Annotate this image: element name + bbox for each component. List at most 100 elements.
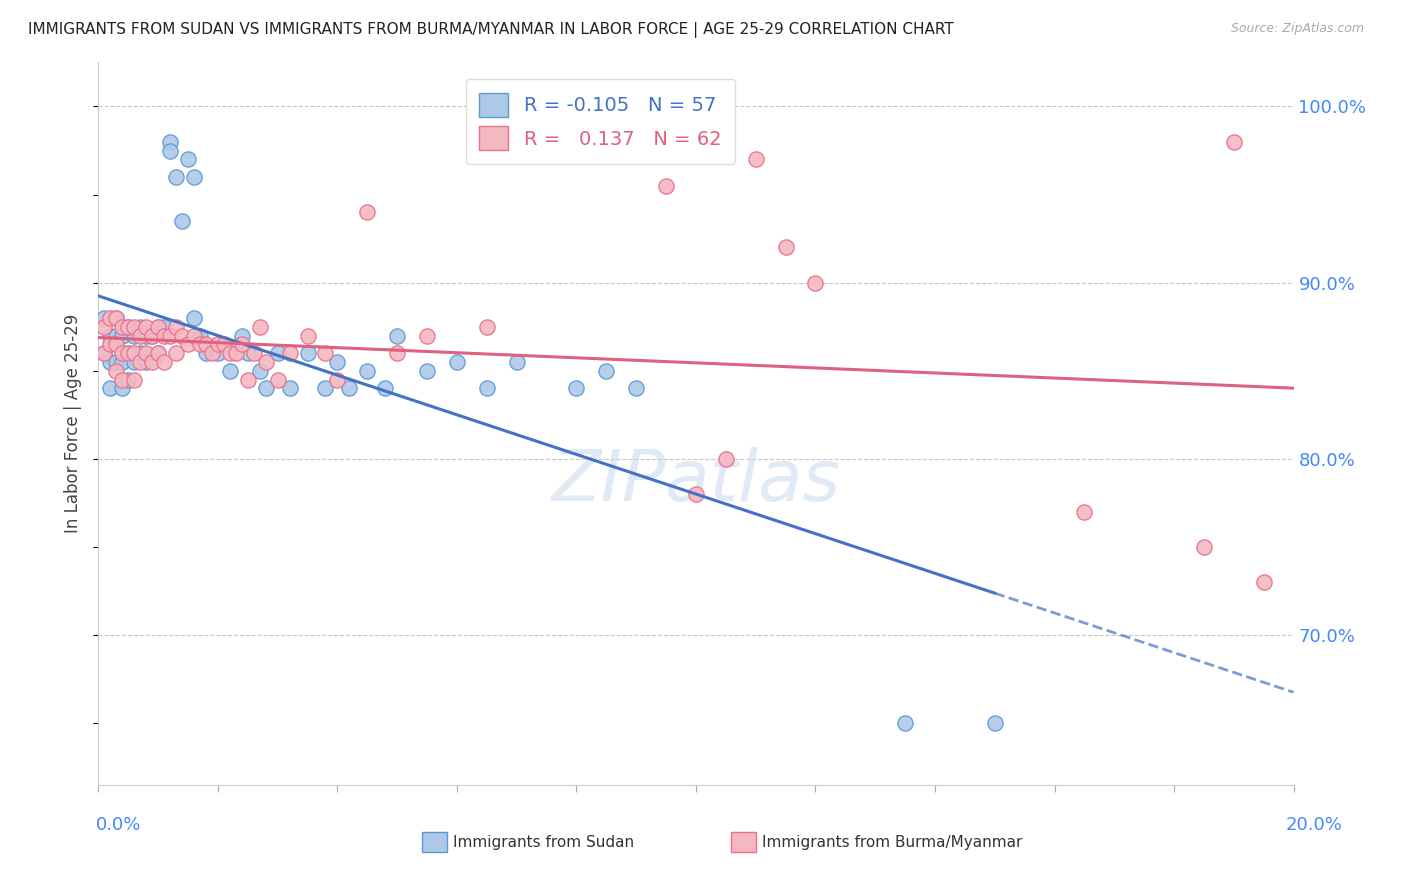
Point bbox=[219, 346, 242, 360]
Y-axis label: In Labor Force | Age 25-29: In Labor Force | Age 25-29 bbox=[65, 314, 83, 533]
Point bbox=[117, 346, 139, 360]
Point bbox=[315, 381, 337, 395]
Point bbox=[177, 337, 200, 351]
Point bbox=[165, 346, 187, 360]
Point bbox=[565, 381, 588, 395]
Point bbox=[111, 328, 134, 343]
Point bbox=[148, 319, 170, 334]
Point bbox=[183, 169, 205, 184]
Text: 0.0%: 0.0% bbox=[96, 816, 141, 834]
Point bbox=[159, 328, 181, 343]
Point bbox=[93, 310, 115, 325]
Point bbox=[124, 346, 146, 360]
Point bbox=[685, 487, 707, 501]
Point bbox=[129, 346, 152, 360]
Point bbox=[894, 716, 917, 731]
Point bbox=[124, 328, 146, 343]
Point bbox=[183, 310, 205, 325]
Point bbox=[159, 135, 181, 149]
Point bbox=[236, 373, 259, 387]
Point bbox=[111, 319, 134, 334]
Point bbox=[165, 319, 187, 334]
Point bbox=[804, 276, 827, 290]
Point bbox=[148, 346, 170, 360]
Point bbox=[385, 346, 409, 360]
Point bbox=[595, 364, 617, 378]
Point bbox=[195, 337, 218, 351]
Point bbox=[326, 373, 349, 387]
Point bbox=[105, 337, 128, 351]
Point bbox=[385, 328, 409, 343]
Legend: R = -0.105   N = 57, R =   0.137   N = 62: R = -0.105 N = 57, R = 0.137 N = 62 bbox=[465, 79, 735, 164]
Point bbox=[655, 178, 678, 193]
Point bbox=[626, 381, 648, 395]
Point bbox=[267, 373, 290, 387]
Point bbox=[188, 337, 211, 351]
Point bbox=[141, 328, 163, 343]
Point bbox=[105, 310, 128, 325]
Point bbox=[506, 355, 529, 369]
Point bbox=[124, 319, 146, 334]
Point bbox=[153, 355, 176, 369]
Point bbox=[93, 346, 115, 360]
Point bbox=[231, 337, 253, 351]
Point bbox=[105, 328, 128, 343]
Point bbox=[446, 355, 468, 369]
Point bbox=[141, 355, 163, 369]
Point bbox=[129, 319, 152, 334]
Point bbox=[98, 355, 122, 369]
Point bbox=[177, 153, 200, 167]
Point bbox=[231, 328, 253, 343]
Point bbox=[356, 364, 378, 378]
Point bbox=[148, 346, 170, 360]
Point bbox=[416, 328, 439, 343]
Point bbox=[98, 381, 122, 395]
Point bbox=[98, 310, 122, 325]
Point bbox=[326, 355, 349, 369]
Point bbox=[111, 373, 134, 387]
Point bbox=[1192, 540, 1215, 554]
Point bbox=[249, 319, 271, 334]
Point bbox=[153, 328, 176, 343]
Point bbox=[267, 346, 290, 360]
Point bbox=[212, 337, 235, 351]
Point bbox=[117, 373, 139, 387]
Point bbox=[153, 319, 176, 334]
Point bbox=[188, 328, 211, 343]
Point bbox=[714, 452, 737, 467]
Point bbox=[148, 319, 170, 334]
Point bbox=[254, 381, 277, 395]
Point bbox=[254, 355, 277, 369]
Point bbox=[135, 355, 157, 369]
Point bbox=[1223, 135, 1246, 149]
Point bbox=[105, 355, 128, 369]
Point bbox=[135, 319, 157, 334]
Text: ZIPatlas: ZIPatlas bbox=[551, 447, 841, 516]
Point bbox=[1253, 575, 1275, 590]
Text: Immigrants from Burma/Myanmar: Immigrants from Burma/Myanmar bbox=[762, 835, 1022, 849]
Point bbox=[984, 716, 1007, 731]
Point bbox=[236, 346, 259, 360]
Point bbox=[129, 328, 152, 343]
Point bbox=[297, 328, 319, 343]
Point bbox=[207, 337, 229, 351]
Point bbox=[124, 373, 146, 387]
Point bbox=[135, 328, 157, 343]
Point bbox=[207, 346, 229, 360]
Point bbox=[111, 355, 134, 369]
Point bbox=[129, 355, 152, 369]
Point bbox=[141, 328, 163, 343]
Point bbox=[105, 364, 128, 378]
Point bbox=[117, 346, 139, 360]
Point bbox=[172, 214, 194, 228]
Point bbox=[339, 381, 361, 395]
Point bbox=[201, 346, 224, 360]
Point bbox=[297, 346, 319, 360]
Point bbox=[117, 319, 139, 334]
Text: Immigrants from Sudan: Immigrants from Sudan bbox=[453, 835, 634, 849]
Point bbox=[111, 346, 134, 360]
Point bbox=[124, 355, 146, 369]
Point bbox=[475, 381, 498, 395]
Point bbox=[356, 205, 378, 219]
Point bbox=[183, 328, 205, 343]
